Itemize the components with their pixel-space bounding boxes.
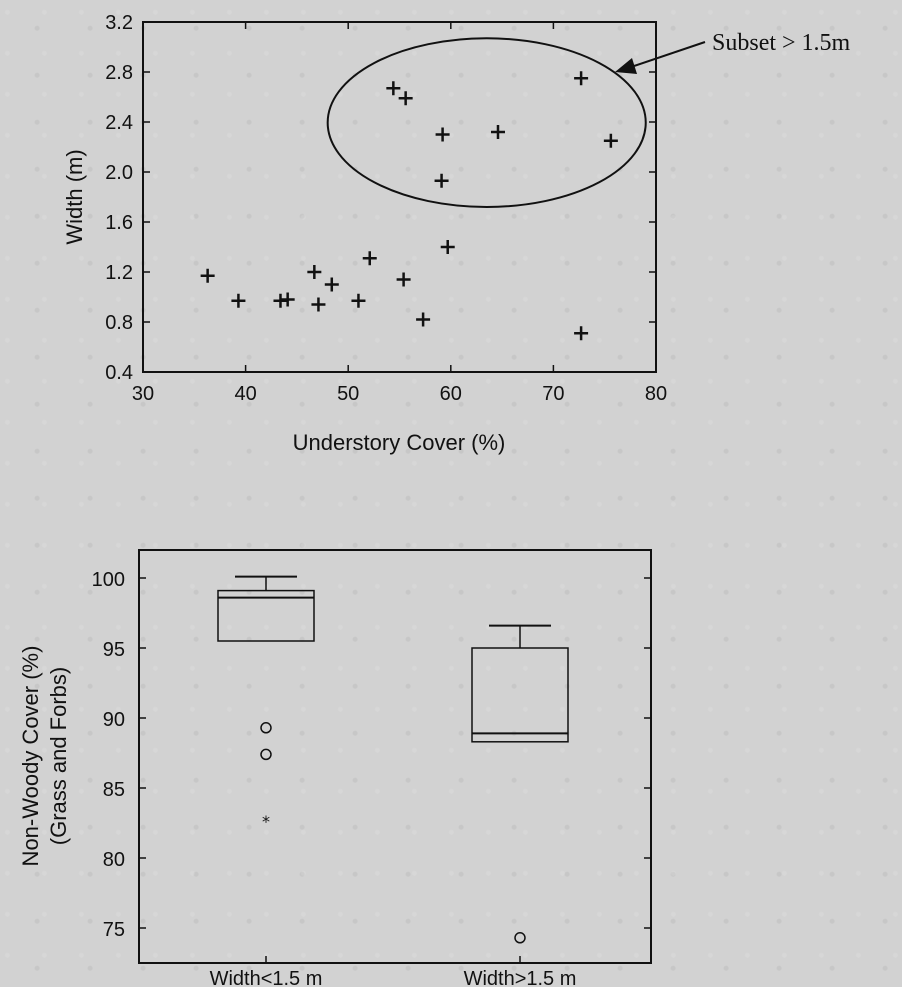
box-y-axis-sublabel: (Grass and Forbs) <box>46 667 71 846</box>
scatter-chart: 30 40 50 60 70 80 0.4 0.8 1.2 1.6 2.0 2.4 2.8 3.2 Un… <box>62 12 851 455</box>
data-point <box>307 265 322 279</box>
data-point <box>490 125 505 139</box>
scatter-x-ticks: 30 40 50 60 70 80 <box>132 22 667 405</box>
annotation-arrow <box>615 41 706 74</box>
box-y-ticks: 75 80 85 90 95 100 <box>92 569 651 941</box>
scatter-x-tick-label: 30 <box>132 383 154 405</box>
scatter-points <box>200 71 618 341</box>
box-outlier <box>260 748 272 761</box>
scatter-y-tick-label: 2.0 <box>105 162 133 184</box>
box-x-tick-label: Width>1.5 m <box>464 968 577 987</box>
box-y-tick-label: 95 <box>103 639 125 661</box>
box-outlier <box>514 932 526 944</box>
box-outlier <box>260 722 272 734</box>
data-point <box>416 312 431 327</box>
data-point <box>574 71 589 86</box>
scatter-x-tick-label: 50 <box>337 383 359 405</box>
data-point <box>280 292 295 307</box>
data-point <box>311 297 326 312</box>
data-point <box>324 277 339 292</box>
data-point <box>434 173 449 188</box>
scatter-y-tick-label: 1.6 <box>105 212 133 234</box>
scatter-y-tick-label: 0.4 <box>105 362 133 384</box>
box-iqr <box>471 647 569 743</box>
scatter-y-tick-label: 2.8 <box>105 62 133 84</box>
box-y-tick-label: 75 <box>103 919 125 941</box>
data-point <box>231 293 246 308</box>
scatter-y-tick-label: 3.2 <box>105 12 133 34</box>
data-point <box>574 326 589 341</box>
data-point <box>362 251 377 266</box>
box-y-tick-label: 90 <box>103 709 125 731</box>
box-group: * <box>217 575 315 831</box>
scatter-x-axis-label: Understory Cover (%) <box>293 430 506 455</box>
boxes: * <box>217 575 569 944</box>
scatter-x-tick-label: 60 <box>440 383 462 405</box>
box-plot-frame <box>138 549 652 964</box>
scatter-y-axis-label: Width (m) <box>62 149 87 244</box>
data-point <box>398 91 413 106</box>
box-x-ticks: Width<1.5 m Width>1.5 m <box>210 956 577 987</box>
scatter-plot-frame <box>142 21 657 373</box>
subset-annotation-label: Subset > 1.5m <box>712 30 851 56</box>
box-y-tick-label: 85 <box>103 779 125 801</box>
scatter-x-tick-label: 70 <box>542 383 564 405</box>
data-point <box>351 293 366 308</box>
scatter-y-ticks: 0.4 0.8 1.2 1.6 2.0 2.4 2.8 3.2 <box>105 12 656 384</box>
subset-ellipse <box>326 37 647 208</box>
scatter-x-tick-label: 80 <box>645 383 667 405</box>
scatter-y-tick-label: 0.8 <box>105 312 133 334</box>
box-chart: 75 80 85 90 95 100 Width<1.5 m Width>1.5 m * N… <box>18 549 652 987</box>
data-point <box>440 240 455 254</box>
data-point <box>435 127 450 142</box>
scatter-y-tick-label: 2.4 <box>105 112 133 134</box>
data-point <box>386 81 401 96</box>
box-group <box>471 624 569 944</box>
data-point <box>603 133 618 148</box>
scatter-y-tick-label: 1.2 <box>105 262 133 284</box>
box-y-axis-label: Non-Woody Cover (%) <box>18 646 43 867</box>
scatter-x-tick-label: 40 <box>234 383 256 405</box>
data-point <box>396 272 411 287</box>
data-point <box>200 268 215 283</box>
box-extreme: * <box>262 812 270 831</box>
box-y-tick-label: 100 <box>92 569 125 591</box>
box-y-tick-label: 80 <box>103 849 125 871</box>
box-x-tick-label: Width<1.5 m <box>210 968 323 987</box>
